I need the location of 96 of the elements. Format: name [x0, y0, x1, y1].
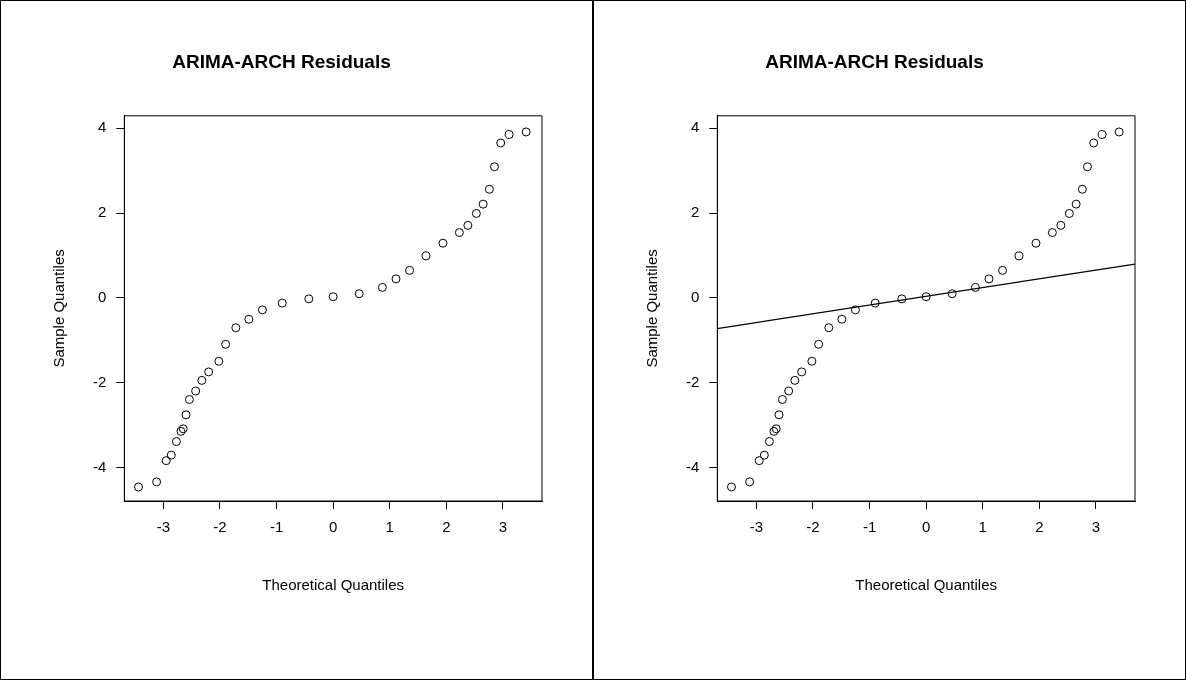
point [947, 289, 957, 299]
y-axis-title: Sample Quantiles [643, 249, 661, 368]
point [152, 477, 162, 487]
x-tick-label: -3 [749, 518, 764, 536]
point [133, 482, 143, 492]
point [1056, 220, 1066, 230]
point [1071, 199, 1081, 209]
point [438, 238, 448, 248]
y-tick-label: 2 [690, 203, 700, 221]
point [1064, 208, 1074, 218]
point [478, 199, 488, 209]
point [197, 375, 207, 385]
chart-title: ARIMA-ARCH Residuals [765, 50, 984, 72]
x-tick-label: 1 [385, 518, 394, 536]
point [221, 339, 231, 349]
x-tick-label: -3 [156, 518, 171, 536]
point [304, 294, 314, 304]
point [454, 228, 464, 238]
point [797, 367, 807, 377]
point [1082, 162, 1092, 172]
point [405, 265, 415, 275]
point [471, 208, 481, 218]
y-tick-label: 0 [97, 288, 107, 306]
y-axis-title: Sample Quantiles [50, 249, 68, 368]
point [897, 294, 907, 304]
x-tick-label: 2 [1035, 518, 1044, 536]
point [998, 265, 1008, 275]
point [277, 298, 287, 308]
point [463, 220, 473, 230]
point [777, 395, 787, 404]
point [1097, 129, 1107, 139]
x-tick-label: 1 [978, 518, 987, 536]
point [421, 251, 431, 261]
point [807, 356, 817, 366]
y-tick-label: -2 [92, 373, 107, 391]
point [921, 292, 931, 302]
point [970, 282, 980, 292]
x-tick-label: 0 [329, 518, 338, 536]
point [214, 356, 224, 366]
y-tick-label: -4 [685, 458, 700, 476]
point [181, 410, 191, 420]
point [504, 129, 514, 139]
x-tick-label: -2 [806, 518, 820, 536]
point [184, 395, 194, 404]
point [764, 437, 774, 447]
y-tick-label: 4 [690, 118, 700, 136]
point [391, 274, 401, 284]
point [726, 482, 736, 492]
point [171, 437, 181, 447]
chart-title: ARIMA-ARCH Residuals [172, 50, 391, 72]
point [166, 450, 176, 460]
point [870, 298, 880, 308]
point [161, 456, 171, 466]
x-tick-label: -1 [862, 518, 877, 536]
point [754, 456, 764, 466]
point [204, 367, 214, 377]
y-tick-label: -2 [685, 373, 700, 391]
point [496, 138, 506, 148]
point [489, 162, 499, 172]
point [824, 323, 834, 333]
point [790, 375, 800, 385]
x-axis-title: Theoretical Quantiles [262, 576, 405, 594]
x-tick-label: -1 [269, 518, 284, 536]
point [837, 314, 847, 324]
x-tick-label: 3 [1091, 518, 1101, 536]
point [484, 184, 494, 194]
x-tick-label: -2 [213, 518, 227, 536]
point [1089, 138, 1099, 148]
point [328, 292, 338, 302]
x-tick-label: 3 [498, 518, 508, 536]
point [774, 410, 784, 420]
point [745, 477, 755, 487]
y-tick-label: 0 [690, 288, 700, 306]
point [377, 282, 387, 292]
point [354, 289, 364, 299]
y-tick-label: -4 [92, 458, 107, 476]
point [521, 127, 531, 137]
point [814, 339, 824, 349]
point [244, 314, 254, 324]
x-axis-title: Theoretical Quantiles [855, 576, 998, 594]
point [850, 305, 860, 315]
point [1077, 184, 1087, 194]
point [984, 274, 994, 284]
y-tick-label: 2 [97, 203, 107, 221]
point [1047, 228, 1057, 238]
point [1014, 251, 1024, 261]
x-tick-label: 0 [922, 518, 931, 536]
point [1031, 238, 1041, 248]
x-tick-label: 2 [442, 518, 451, 536]
point [231, 323, 241, 333]
point [784, 386, 794, 396]
point [191, 386, 201, 396]
point [257, 305, 267, 315]
y-tick-label: 4 [97, 118, 107, 136]
point [759, 450, 769, 460]
point [1114, 127, 1124, 137]
